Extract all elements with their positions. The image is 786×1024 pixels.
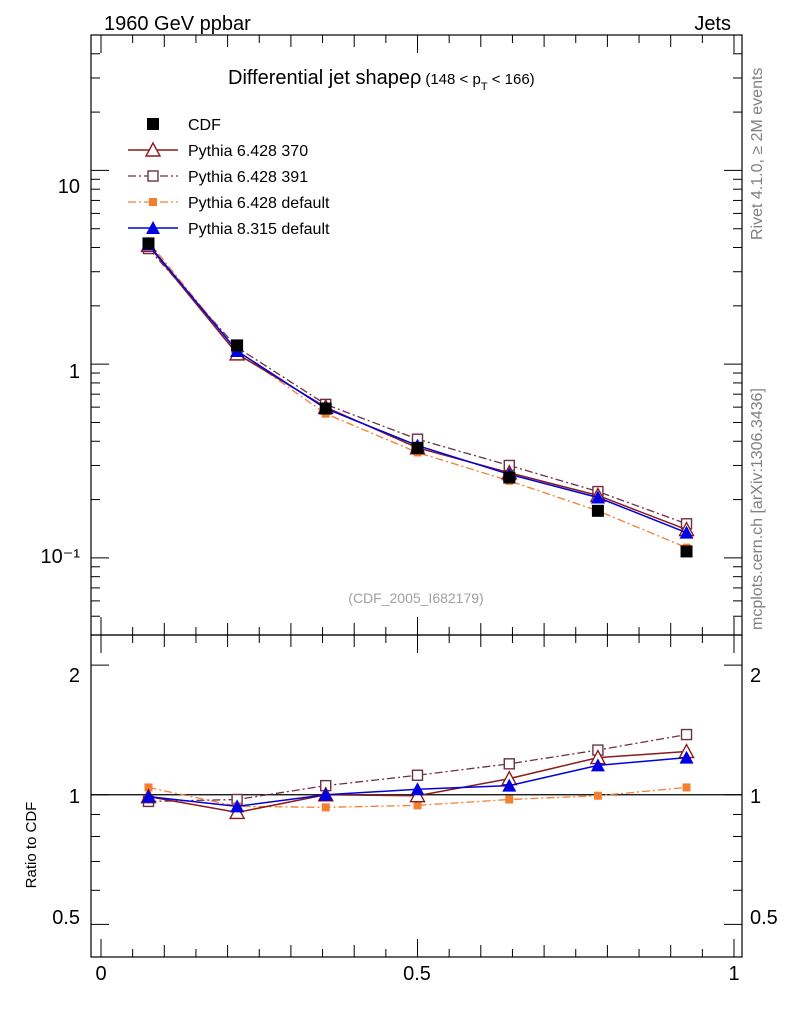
legend-label-p6def: Pythia 6.428 default <box>188 195 330 212</box>
main-point-cdf-5 <box>591 504 604 517</box>
legend-marker-p6def <box>149 198 157 206</box>
xtick-label-1: 1 <box>728 963 739 985</box>
legend-label-p8def: Pythia 8.315 default <box>188 221 330 238</box>
main-line-p391 <box>147 248 687 525</box>
main-point-cdf-4 <box>503 471 516 484</box>
ratio-point-p6def-4 <box>505 795 514 804</box>
ratio-point-p6def-3 <box>413 801 422 810</box>
ratio-ytick-label-right-2: 2 <box>750 665 761 687</box>
main-point-p8def-6 <box>679 525 694 539</box>
main-ytick-label-10: 10 <box>58 176 80 198</box>
ratio-ytick-label-2: 2 <box>69 665 80 687</box>
ratio-point-p8def-1 <box>230 799 245 813</box>
ratio-series-group <box>140 728 695 820</box>
ratio-point-p8def-5 <box>590 758 605 772</box>
legend-marker-p8def <box>146 221 160 234</box>
main-point-cdf-2 <box>319 402 332 415</box>
main-point-p8def-5 <box>590 490 605 504</box>
main-ytick-label-1: 1 <box>69 361 80 383</box>
ratio-point-p8def-0 <box>141 789 156 803</box>
legend-marker-p391 <box>147 170 159 182</box>
legend: CDF Pythia 6.428 370 Pythia 6.428 391 Pythi… <box>128 117 330 238</box>
category-label: Jets <box>694 13 731 35</box>
energy-label: 1960 GeV ppbar <box>104 13 251 35</box>
ratio-ytick-label-0p5: 0.5 <box>52 907 80 929</box>
ratio-point-p391-6 <box>680 728 693 741</box>
main-line-p370 <box>147 244 687 531</box>
ratio-point-p6def-5 <box>593 791 602 800</box>
main-point-cdf-1 <box>231 339 244 352</box>
legend-marker-cdf <box>147 118 159 130</box>
rivet-label: Rivet 4.1.0, ≥ 2M events <box>749 68 766 240</box>
ratio-point-p8def-2 <box>318 787 333 801</box>
ratio-point-p8def-4 <box>502 778 517 792</box>
legend-label-cdf: CDF <box>188 117 221 134</box>
mcplots-label: mcplots.cern.ch [arXiv:1306.3436] <box>749 388 766 630</box>
ratio-point-p8def-3 <box>410 782 425 796</box>
ratio-ytick-label-right-1: 1 <box>750 786 761 808</box>
chart-title: Differential jet shapeρ (148 < pT < 166) <box>228 67 535 93</box>
ratio-point-p391-3 <box>411 769 424 781</box>
ratio-point-p6def-2 <box>321 803 330 812</box>
xtick-label-0p5: 0.5 <box>403 963 431 985</box>
ratio-ytick-label-1: 1 <box>69 786 80 808</box>
analysis-watermark: (CDF_2005_I682179) <box>348 590 483 606</box>
main-point-cdf-6 <box>680 545 693 558</box>
main-ytick-label-0p1: 10⁻¹ <box>41 546 81 568</box>
main-point-cdf-3 <box>411 441 424 454</box>
xtick-label-0: 0 <box>95 963 106 985</box>
ratio-plot-frame <box>90 634 743 958</box>
ratio-point-p391-4 <box>503 758 515 770</box>
main-series-group <box>140 236 695 558</box>
axes-group <box>91 34 742 957</box>
ratio-ylabel: Ratio to CDF <box>23 802 40 889</box>
ratio-point-p8def-6 <box>679 750 694 764</box>
legend-label-p391: Pythia 6.428 391 <box>188 169 308 186</box>
ratio-point-p6def-0 <box>144 783 153 792</box>
main-line-p8def <box>147 243 687 534</box>
ratio-point-p6def-6 <box>682 783 691 792</box>
legend-label-p370: Pythia 6.428 370 <box>188 143 308 160</box>
main-point-cdf-0 <box>142 237 155 250</box>
legend-marker-p370 <box>144 141 162 157</box>
main-line-p6def <box>147 241 687 549</box>
ratio-ytick-label-right-0p5: 0.5 <box>750 907 778 929</box>
